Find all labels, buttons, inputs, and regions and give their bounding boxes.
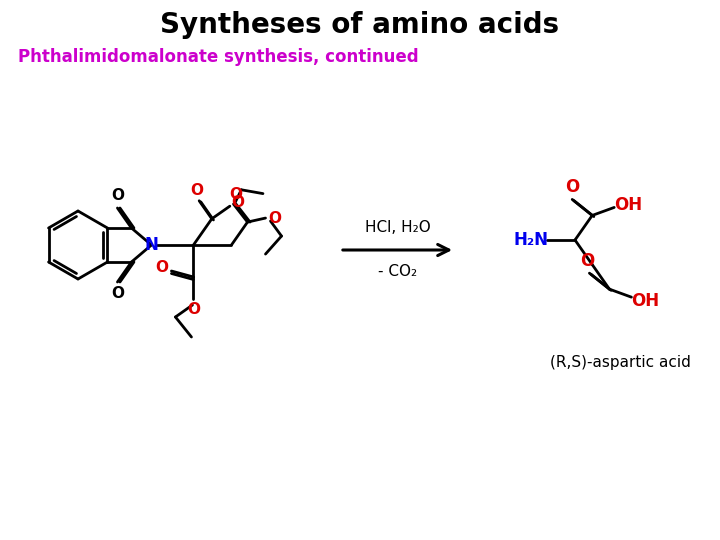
Text: O: O bbox=[565, 178, 580, 197]
Text: (R,S)-aspartic acid: (R,S)-aspartic acid bbox=[549, 354, 690, 369]
Text: O: O bbox=[191, 183, 204, 198]
Text: O: O bbox=[155, 260, 168, 274]
Text: O: O bbox=[268, 211, 281, 226]
Text: Phthalimidomalonate synthesis, continued: Phthalimidomalonate synthesis, continued bbox=[18, 48, 418, 66]
Text: O: O bbox=[231, 194, 244, 210]
Text: O: O bbox=[229, 186, 242, 201]
Text: O: O bbox=[111, 188, 124, 204]
Text: O: O bbox=[111, 287, 124, 301]
Text: N: N bbox=[145, 236, 158, 254]
Text: Syntheses of amino acids: Syntheses of amino acids bbox=[161, 11, 559, 39]
Text: HCl, H₂O: HCl, H₂O bbox=[364, 220, 431, 235]
Text: H₂N: H₂N bbox=[513, 231, 549, 249]
Text: OH: OH bbox=[631, 292, 660, 310]
Text: OH: OH bbox=[614, 197, 642, 214]
Text: O: O bbox=[187, 301, 200, 316]
Text: O: O bbox=[580, 252, 595, 270]
Text: - CO₂: - CO₂ bbox=[378, 265, 417, 280]
